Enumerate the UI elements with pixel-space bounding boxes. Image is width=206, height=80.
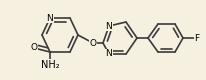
Text: F: F	[193, 34, 199, 42]
Text: N: N	[105, 50, 112, 58]
Text: N: N	[105, 22, 112, 30]
Text: O: O	[30, 44, 37, 52]
Text: NH₂: NH₂	[41, 60, 59, 70]
Text: N: N	[46, 14, 53, 22]
Text: O: O	[89, 38, 96, 48]
